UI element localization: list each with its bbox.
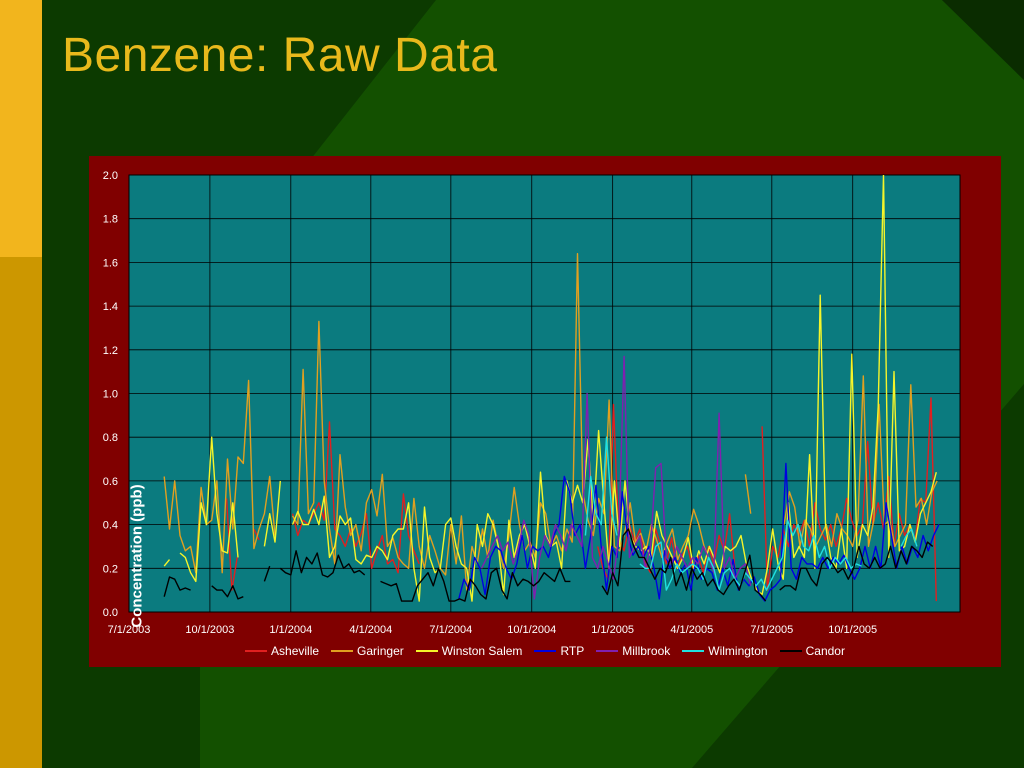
legend-item-candor: Candor: [779, 644, 845, 658]
x-tick-label: 7/1/2005: [750, 624, 793, 636]
background-triangle-top-right: [942, 0, 1024, 80]
legend-item-winston-salem: Winston Salem: [415, 644, 523, 658]
plot-border: [128, 174, 961, 613]
series-line-millbrook: [480, 355, 752, 600]
series-line-asheville: [225, 397, 937, 602]
y-tick-label: 0.0: [103, 607, 118, 619]
y-tick-label: 1.6: [103, 257, 118, 269]
series-line-winston-salem: [163, 175, 937, 602]
y-tick-label: 0.2: [103, 563, 118, 575]
series-line-wilmington: [584, 436, 918, 591]
chart-frame: 0.0 0.2 0.4 0.6 0.8 1.0 1.2 1.4 1.6 1.8 2.0 7/1/200…: [89, 156, 1001, 667]
y-tick-label: 1.2: [103, 345, 118, 357]
y-tick-label: 1.4: [103, 301, 118, 313]
x-tick-label: 7/1/2004: [429, 624, 472, 636]
x-tick-label: 10/1/2004: [507, 624, 556, 636]
legend-item-millbrook: Millbrook: [596, 644, 670, 658]
legend-label-rtp: RTP: [560, 644, 585, 658]
x-tick-label: 4/1/2004: [349, 624, 392, 636]
slide-title: Benzene: Raw Data: [62, 29, 498, 82]
legend-label-garinger: Garinger: [357, 644, 404, 658]
series-line-garinger: [163, 253, 938, 591]
legend-swatch-asheville: [245, 650, 268, 652]
legend-swatch-garinger: [331, 650, 354, 652]
x-tick-label: 7/1/2003: [108, 624, 151, 636]
y-tick-label: 0.4: [103, 520, 118, 532]
legend-item-asheville: Asheville: [245, 644, 319, 658]
series-line-rtp: [458, 462, 940, 602]
legend-item-rtp: RTP: [534, 644, 584, 658]
legend-label-candor: Candor: [805, 644, 845, 658]
y-tick-label: 1.8: [103, 214, 118, 226]
legend-label-winston-salem: Winston Salem: [441, 644, 523, 658]
left-accent-bar-top: [0, 0, 42, 257]
y-tick-label: 0.8: [103, 432, 118, 444]
x-tick-label: 1/1/2005: [591, 624, 634, 636]
legend-item-garinger: Garinger: [331, 644, 404, 658]
x-tick-label: 10/1/2005: [828, 624, 877, 636]
legend-swatch-millbrook: [596, 650, 619, 652]
chart-legend: Asheville Garinger Winston Salem RTP Millbro…: [89, 644, 1001, 658]
series-line-candor: [163, 528, 934, 602]
y-tick-label: 2.0: [103, 170, 118, 182]
legend-label-millbrook: Millbrook: [622, 644, 671, 658]
y-tick-label: 1.0: [103, 389, 118, 401]
chart-canvas: 0.0 0.2 0.4 0.6 0.8 1.0 1.2 1.4 1.6 1.8 2.0 7/1/200…: [103, 170, 961, 636]
legend-label-asheville: Asheville: [271, 644, 320, 658]
legend-swatch-candor: [779, 650, 802, 652]
y-axis-title-text: Concentration (ppb): [128, 484, 146, 628]
legend-swatch-wilmington: [682, 650, 705, 652]
x-tick-label: 1/1/2004: [269, 624, 312, 636]
x-tick-label: 4/1/2005: [670, 624, 713, 636]
left-accent-bar-bottom: [0, 257, 42, 768]
y-tick-label: 0.6: [103, 476, 118, 488]
legend-swatch-rtp: [534, 650, 557, 652]
legend-swatch-winston-salem: [415, 650, 438, 652]
x-tick-label: 10/1/2003: [185, 624, 234, 636]
legend-label-wilmington: Wilmington: [708, 644, 768, 658]
legend-item-wilmington: Wilmington: [682, 644, 768, 658]
